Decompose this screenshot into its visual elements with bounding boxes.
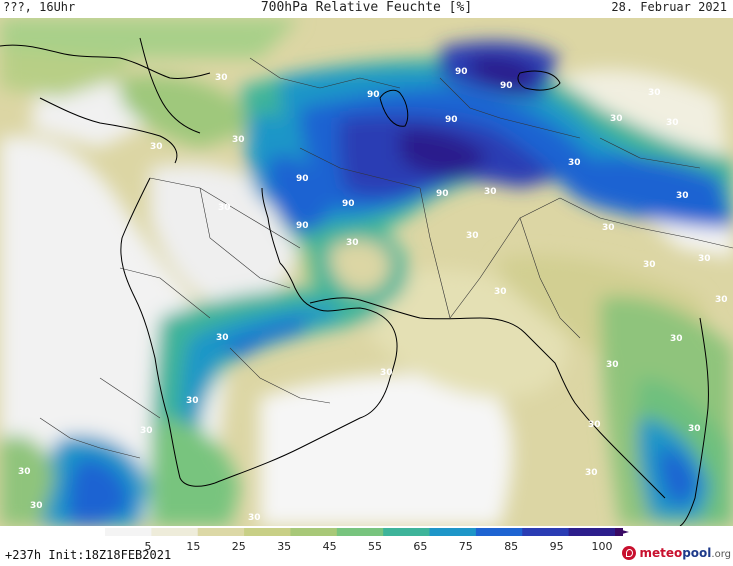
contour-label: 30 — [186, 396, 199, 406]
contour-label: 30 — [380, 368, 393, 378]
colorbar-segment — [105, 528, 152, 536]
contour-label: 30 — [18, 467, 31, 477]
colorbar-tick-label: 45 — [322, 540, 337, 553]
contour-label: 30 — [606, 360, 619, 370]
contour-label: 30 — [688, 424, 701, 434]
colorbar-segment — [568, 528, 616, 536]
contour-label: 30 — [466, 231, 479, 241]
contour-label: 30 — [643, 260, 656, 270]
colorbar-segment — [522, 528, 570, 536]
contour-label: 30 — [568, 158, 581, 168]
contour-label: 30 — [610, 114, 623, 124]
colorbar-arrow-icon — [615, 528, 629, 536]
model-run-info: +237h Init:18Z18FEB2021 — [5, 548, 172, 562]
contour-label: 30 — [346, 238, 359, 248]
contour-label: 30 — [666, 118, 679, 128]
contour-label: 90 — [455, 67, 468, 77]
contour-labels: 90 90 90 90 90 90 90 90 30 30 30 30 30 3… — [18, 67, 728, 523]
contour-label: 30 — [698, 254, 711, 264]
contour-label: 90 — [342, 199, 355, 209]
contour-label: 90 — [436, 189, 449, 199]
logo-text: meteopool.org — [639, 546, 731, 560]
contour-label: 30 — [588, 420, 601, 430]
contour-label: 30 — [585, 468, 598, 478]
colorbar-segment — [151, 528, 199, 536]
contour-label: 90 — [367, 90, 380, 100]
colorbar-segment — [383, 528, 431, 536]
colorbar-tick-label: 75 — [458, 540, 473, 553]
forecast-time-label: ???, 16Uhr — [3, 0, 76, 14]
colorbar-segment — [336, 528, 384, 536]
forecast-date: 28. Februar 2021 — [611, 0, 727, 14]
coastlines — [0, 37, 709, 526]
contour-label: 30 — [216, 333, 229, 343]
colorbar-tick-label: 35 — [277, 540, 292, 553]
meteopool-logo[interactable]: meteopool.org — [622, 542, 731, 564]
contour-label: 90 — [296, 174, 309, 184]
contour-label: 30 — [715, 295, 728, 305]
colorbar-segment — [429, 528, 477, 536]
colorbar-segment — [244, 528, 291, 536]
colorbar-tick-label: 100 — [591, 540, 613, 553]
contour-label: 30 — [648, 88, 661, 98]
contour-label: 30 — [218, 203, 231, 213]
contour-label: 30 — [676, 191, 689, 201]
colorbar-tick-label: 65 — [413, 540, 428, 553]
contour-label: 30 — [150, 142, 163, 152]
contour-label: 30 — [215, 73, 228, 83]
colorbar-tick-label: 15 — [186, 540, 201, 553]
colorbar-tick-label: 55 — [368, 540, 382, 553]
colorbar: 5 15 25 35 45 55 65 75 85 95 100 — [105, 528, 630, 553]
logo-pool: pool — [682, 546, 712, 560]
colorbar-tick-label: 85 — [504, 540, 519, 553]
contour-label: 30 — [602, 223, 615, 233]
logo-main: meteo — [639, 546, 683, 560]
contour-label: 30 — [232, 135, 245, 145]
contour-label: 90 — [445, 115, 458, 125]
contour-label: 30 — [484, 187, 497, 197]
colorbar-segment — [475, 528, 523, 536]
colorbar-tick-label: 95 — [549, 540, 564, 553]
borders — [39, 57, 733, 459]
humidity-field — [0, 18, 733, 526]
contour-label: 30 — [140, 426, 153, 436]
contour-label: 30 — [248, 513, 261, 523]
logo-org: .org — [711, 549, 731, 560]
contour-label: 30 — [670, 334, 683, 344]
contour-label: 30 — [30, 501, 43, 511]
colorbar-segment — [290, 528, 338, 536]
contour-label: 90 — [296, 221, 309, 231]
colorbar-tick-label: 5 — [144, 540, 152, 553]
map-title: 700hPa Relative Feuchte [%] — [260, 0, 473, 15]
humidity-map-canvas: 90 90 90 90 90 90 90 90 30 30 30 30 30 3… — [0, 18, 733, 526]
colorbar-tick-label: 25 — [231, 540, 246, 553]
humidity-map[interactable]: 90 90 90 90 90 90 90 90 30 30 30 30 30 3… — [0, 18, 733, 526]
colorbar-gradient — [105, 528, 629, 536]
contour-label: 90 — [500, 81, 513, 91]
colorbar-segment — [197, 528, 245, 536]
location-pin-icon — [622, 546, 637, 560]
contour-label: 30 — [494, 287, 507, 297]
